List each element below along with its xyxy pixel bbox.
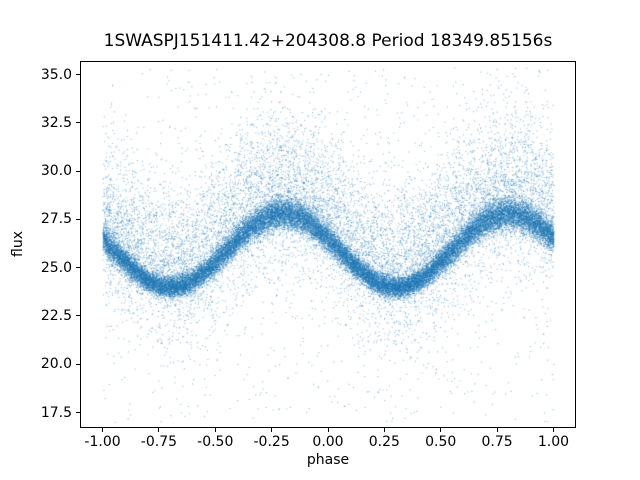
x-tick-label: 0.25 <box>368 434 400 450</box>
y-tick-mark <box>76 363 80 365</box>
y-tick-label: 25.0 <box>40 259 72 276</box>
x-tick-label: -0.75 <box>140 434 178 450</box>
x-axis-label: phase <box>306 452 350 468</box>
y-axis-label: flux <box>10 231 26 257</box>
x-tick-mark <box>327 428 329 432</box>
x-tick-mark <box>271 428 273 432</box>
y-tick-label: 30.0 <box>40 163 72 180</box>
x-tick-mark <box>102 428 104 432</box>
y-tick-label: 17.5 <box>40 404 72 421</box>
x-tick-label: -0.50 <box>197 434 234 450</box>
x-tick-label: 0.00 <box>312 434 344 450</box>
y-tick-label: 27.5 <box>40 211 72 228</box>
x-tick-mark <box>496 428 498 432</box>
x-tick-mark <box>440 428 442 432</box>
x-tick-label: 0.50 <box>425 434 457 450</box>
y-tick-label: 35.0 <box>40 66 72 83</box>
y-tick-mark <box>76 218 80 220</box>
x-tick-mark <box>214 428 216 432</box>
x-tick-label: -0.25 <box>253 434 290 450</box>
x-tick-mark <box>383 428 385 432</box>
y-tick-mark <box>76 315 80 317</box>
y-tick-label: 32.5 <box>40 114 72 131</box>
y-tick-label: 22.5 <box>40 307 72 324</box>
y-tick-mark <box>76 267 80 269</box>
y-tick-mark <box>76 412 80 414</box>
chart-title: 1SWASPJ151411.42+204308.8 Period 18349.8… <box>103 31 553 51</box>
x-tick-mark <box>158 428 160 432</box>
x-tick-label: -1.00 <box>84 434 121 450</box>
y-tick-mark <box>76 122 80 124</box>
x-tick-label: 0.75 <box>481 434 513 450</box>
scatter-points <box>80 61 576 428</box>
x-tick-label: 1.00 <box>537 434 570 450</box>
x-tick-mark <box>552 428 554 432</box>
y-tick-mark <box>76 74 80 76</box>
y-tick-label: 20.0 <box>40 356 72 373</box>
y-tick-mark <box>76 170 80 172</box>
